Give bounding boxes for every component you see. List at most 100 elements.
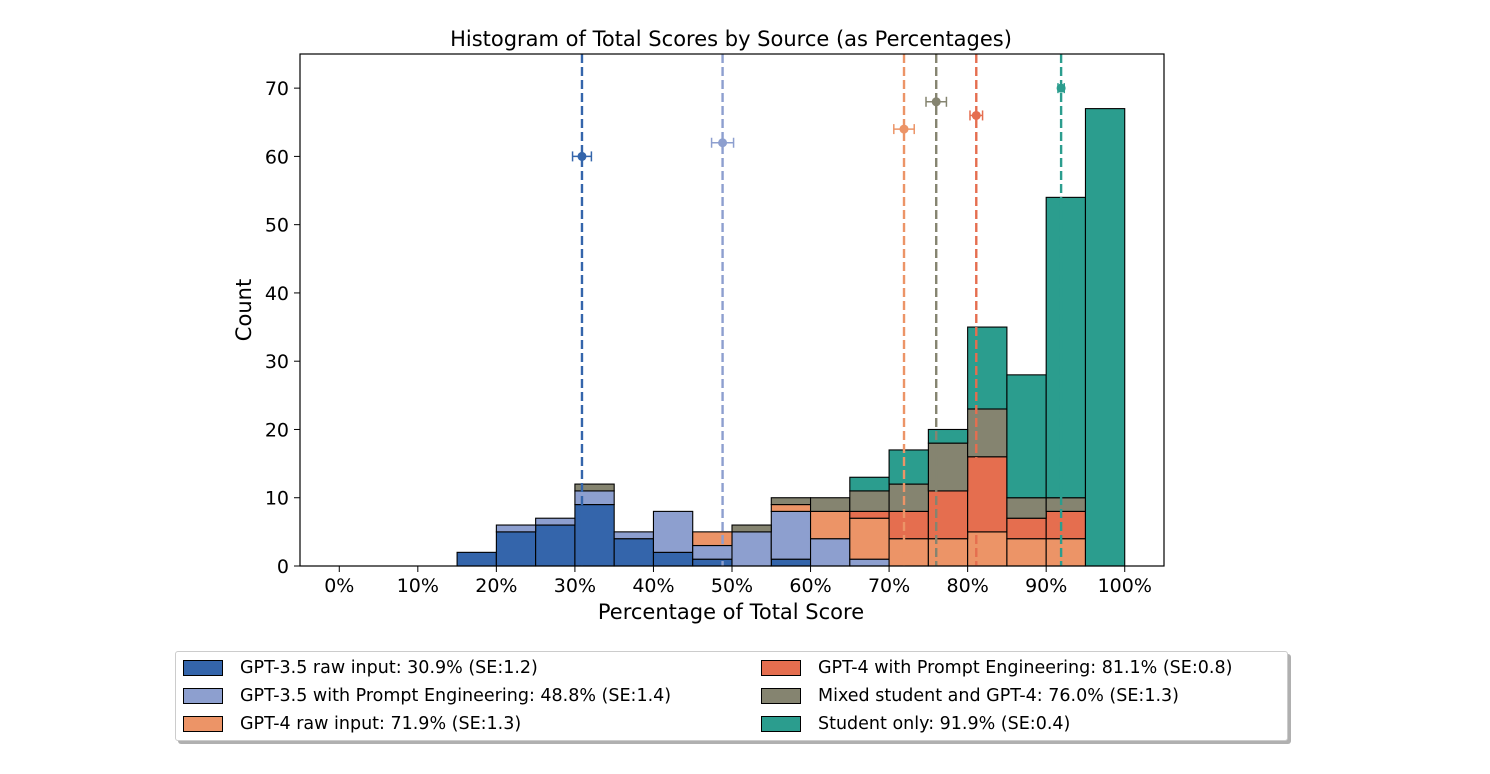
- bar-series0-bin7: [613, 538, 655, 567]
- mean-point-3: [971, 110, 981, 120]
- legend-item-student: Student only: 91.9% (SE:0.4): [761, 712, 1070, 736]
- bar-series0-bin4: [495, 531, 537, 567]
- y-tick-label: 30: [265, 351, 289, 373]
- bar-series2-bin15: [927, 538, 969, 567]
- legend-label: Mixed student and GPT-4: 76.0% (SE:1.3): [818, 686, 1179, 706]
- chart-legend: GPT-3.5 raw input: 30.9% (SE:1.2) GPT-3.…: [175, 651, 1288, 741]
- bar-series2-bin11: [770, 504, 812, 512]
- mean-point-1: [718, 138, 728, 148]
- x-tick-label: 10%: [397, 575, 439, 597]
- x-tick-label: 0%: [324, 575, 354, 597]
- bar-series5-bin15: [927, 428, 969, 444]
- x-tick-label: 50%: [711, 575, 753, 597]
- bar-series1-bin12: [809, 538, 851, 567]
- bar-series4-bin18: [1045, 497, 1087, 512]
- bar-series4-bin10: [731, 524, 772, 533]
- bar-series2-bin13: [849, 517, 890, 560]
- y-tick-label: 20: [265, 419, 289, 441]
- bar-series0-bin9: [692, 558, 733, 567]
- x-tick-label: 100%: [1098, 575, 1152, 597]
- bar-series5-bin13: [849, 476, 890, 492]
- legend-label: GPT-3.5 raw input: 30.9% (SE:1.2): [240, 658, 538, 678]
- y-tick-label: 70: [265, 78, 289, 100]
- mean-point-5: [1056, 83, 1066, 93]
- legend-swatch: [183, 716, 223, 732]
- bar-series0-bin11: [770, 558, 812, 567]
- bar-series1-bin11: [770, 510, 812, 560]
- x-axis-title: Percentage of Total Score: [598, 600, 864, 624]
- mean-point-4: [931, 97, 941, 107]
- bar-series3-bin15: [927, 490, 969, 540]
- y-tick-label: 0: [277, 556, 289, 578]
- x-tick-label: 90%: [1025, 575, 1067, 597]
- bar-series1-bin4: [495, 524, 537, 533]
- legend-item-gpt4-prompt: GPT-4 with Prompt Engineering: 81.1% (SE…: [761, 656, 1232, 680]
- bar-series1-bin5: [535, 517, 576, 526]
- legend-label: GPT-3.5 with Prompt Engineering: 48.8% (…: [240, 686, 672, 706]
- bar-series3-bin16: [967, 456, 1008, 533]
- bar-series2-bin9: [692, 531, 733, 547]
- legend-swatch: [183, 688, 223, 704]
- x-axis-ticks: 0% 10% 20% 30% 40% 50% 60% 70% 80% 90% 100%: [324, 566, 1152, 597]
- bar-series3-bin14: [888, 510, 929, 540]
- bar-series2-bin14: [888, 538, 929, 567]
- bar-series1-bin9: [692, 544, 733, 560]
- bar-series5-bin17: [1006, 374, 1047, 499]
- legend-item-gpt35-raw: GPT-3.5 raw input: 30.9% (SE:1.2): [183, 656, 538, 680]
- bar-series2-bin12: [809, 510, 851, 540]
- bar-series4-bin17: [1006, 497, 1047, 519]
- bar-series3-bin13: [849, 510, 890, 519]
- bar-series4-bin11: [770, 497, 812, 506]
- bar-series2-bin17: [1006, 538, 1047, 567]
- legend-label: GPT-4 raw input: 71.9% (SE:1.3): [240, 714, 522, 734]
- x-tick-label: 80%: [947, 575, 989, 597]
- bar-series5-bin14: [888, 449, 929, 485]
- mean-marker-layer: [571, 54, 1066, 566]
- bar-series4-bin6: [574, 483, 615, 492]
- bar-series2-bin16: [967, 531, 1008, 567]
- bar-series3-bin18: [1045, 510, 1087, 540]
- bar-series3-bin17: [1006, 517, 1047, 540]
- y-tick-label: 50: [265, 215, 289, 237]
- x-tick-label: 60%: [789, 575, 831, 597]
- bar-series4-bin16: [967, 408, 1008, 458]
- chart-title: Histogram of Total Scores by Source (as …: [450, 27, 1012, 51]
- legend-label: Student only: 91.9% (SE:0.4): [818, 714, 1071, 734]
- legend-swatch: [761, 660, 801, 676]
- x-tick-label: 30%: [554, 575, 596, 597]
- bar-series1-bin10: [731, 531, 772, 567]
- x-tick-label: 40%: [632, 575, 674, 597]
- y-tick-label: 40: [265, 283, 289, 305]
- bar-layer: [456, 108, 1126, 567]
- legend-item-mixed: Mixed student and GPT-4: 76.0% (SE:1.3): [761, 684, 1179, 708]
- bar-series4-bin14: [888, 483, 929, 512]
- mean-point-2: [899, 124, 909, 134]
- bar-series1-bin8: [652, 510, 694, 553]
- bar-series4-bin12: [809, 497, 851, 512]
- legend-label: GPT-4 with Prompt Engineering: 81.1% (SE…: [818, 658, 1233, 678]
- y-tick-label: 10: [265, 488, 289, 510]
- x-tick-label: 20%: [475, 575, 517, 597]
- histogram-chart: Histogram of Total Scores by Source (as …: [232, 27, 1165, 624]
- bar-series4-bin13: [849, 490, 890, 512]
- bar-series1-bin7: [613, 531, 655, 540]
- legend-item-gpt4-raw: GPT-4 raw input: 71.9% (SE:1.3): [183, 712, 521, 736]
- legend-item-gpt35-prompt: GPT-3.5 with Prompt Engineering: 48.8% (…: [183, 684, 671, 708]
- bar-series2-bin18: [1045, 538, 1087, 567]
- bar-series0-bin8: [652, 551, 694, 567]
- legend-swatch: [761, 716, 801, 732]
- x-tick-label: 70%: [868, 575, 910, 597]
- legend-swatch: [183, 660, 223, 676]
- bar-series0-bin3: [456, 551, 497, 567]
- bar-series0-bin5: [535, 524, 576, 567]
- bar-series1-bin13: [849, 558, 890, 567]
- bar-series4-bin15: [927, 442, 969, 492]
- bar-series5-bin16: [967, 326, 1008, 410]
- bar-series5-bin19: [1084, 108, 1126, 567]
- bar-series5-bin18: [1045, 196, 1087, 499]
- y-axis-ticks: 0 10 20 30 40 50 60 70: [265, 78, 300, 578]
- y-axis-title: Count: [232, 279, 256, 341]
- y-tick-label: 60: [265, 146, 289, 168]
- legend-swatch: [761, 688, 801, 704]
- mean-point-0: [577, 151, 587, 161]
